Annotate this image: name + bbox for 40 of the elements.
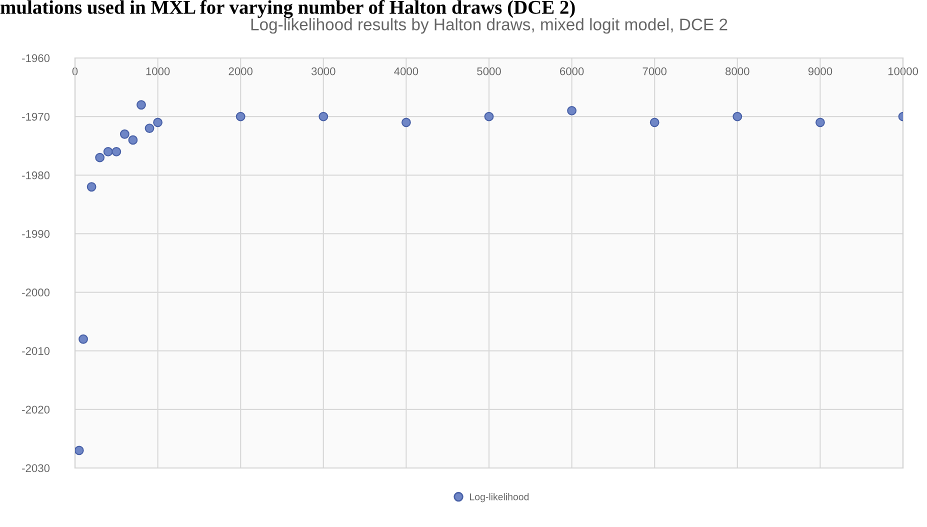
point: [484, 112, 494, 122]
point: [153, 118, 163, 128]
point: [112, 146, 122, 156]
point: [650, 118, 660, 128]
x-tick-label: 1000: [146, 67, 170, 76]
point: [136, 100, 146, 110]
point: [78, 334, 88, 344]
legend-label: Log-likelihood: [470, 493, 529, 502]
point: [95, 152, 105, 162]
y-tick-label: -1960: [22, 54, 50, 62]
y-tick-label: -2020: [22, 406, 50, 414]
point: [815, 118, 825, 128]
point: [86, 182, 96, 192]
x-tick-label: 2000: [228, 67, 253, 76]
x-tick-label: 9000: [808, 67, 832, 76]
x-tick-label: 4000: [394, 67, 418, 76]
x-tick-label: 6000: [560, 67, 584, 76]
y-tick-label: -1970: [22, 112, 50, 121]
x-tick-label: 5000: [477, 67, 501, 76]
text: mulations used in MXL for varying number of Halton draws (DCE 2): [0, 0, 575, 18]
point: [401, 118, 411, 128]
point: [120, 129, 130, 139]
y-tick-label: -1980: [22, 171, 50, 180]
y-tick-label: -1990: [22, 230, 50, 238]
point: [128, 135, 138, 145]
x-tick-label: 8000: [726, 67, 750, 76]
point: [732, 112, 742, 122]
x-tick-label: 7000: [642, 67, 667, 76]
x-tick-label: 3000: [311, 67, 336, 76]
point: [236, 112, 246, 122]
point: [318, 112, 328, 122]
chart-title: Log-likelihood results by Halton draws, mixed logit model, DCE 2: [251, 18, 728, 34]
y-tick-label: -2030: [22, 464, 50, 472]
point: [567, 106, 577, 116]
x-tick-label: 10000: [888, 67, 918, 76]
point: [75, 446, 84, 456]
point: [103, 146, 113, 156]
y-tick-label: -2000: [22, 288, 50, 296]
y-tick-label: -2010: [22, 347, 50, 355]
point: [144, 124, 154, 134]
